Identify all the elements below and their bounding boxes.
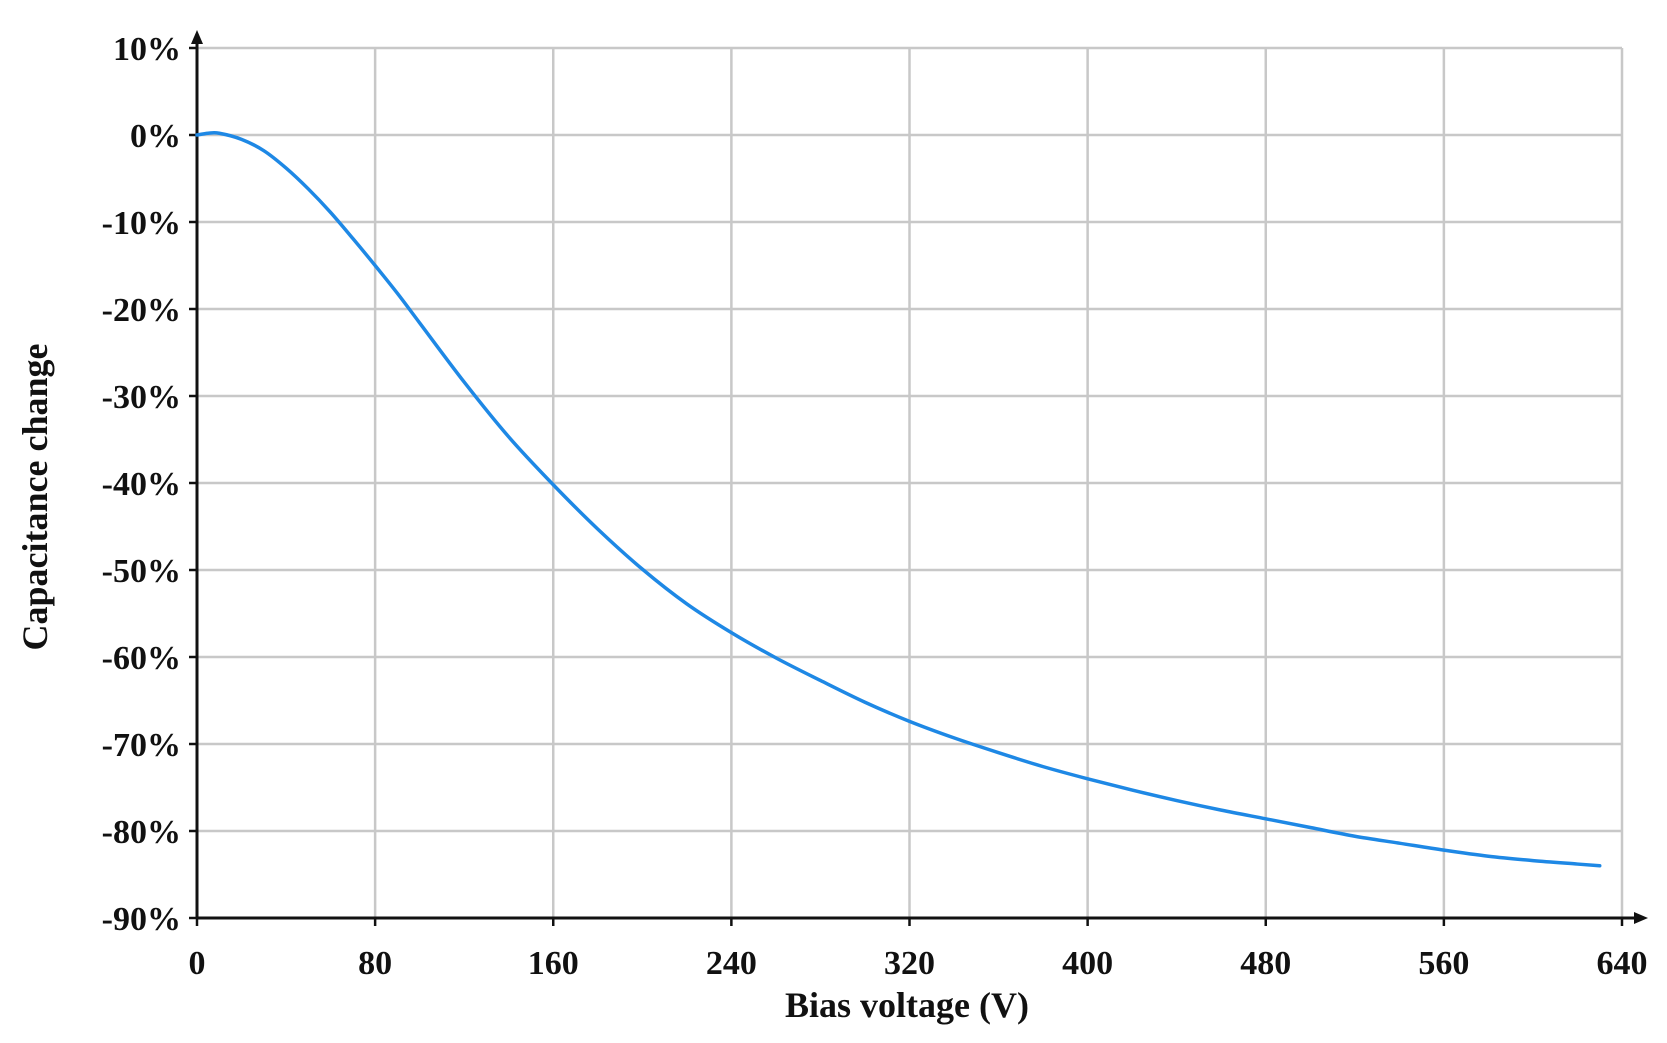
x-tick-label: 640 bbox=[1597, 945, 1648, 982]
x-tick-label: 80 bbox=[358, 945, 392, 982]
x-tick-label: 400 bbox=[1062, 945, 1113, 982]
x-tick-label: 0 bbox=[189, 945, 206, 982]
tick-labels: 0 80 160 240 320 400 480 560 640 10% 0% -10% -20% -30… bbox=[102, 31, 1648, 982]
x-tick-label: 320 bbox=[884, 945, 935, 982]
x-tick-label: 160 bbox=[528, 945, 579, 982]
x-axis-title: Bias voltage (V) bbox=[785, 985, 1029, 1025]
x-tick-label: 560 bbox=[1418, 945, 1469, 982]
x-tick-label: 240 bbox=[706, 945, 757, 982]
y-tick-label: -40% bbox=[102, 466, 181, 503]
series-line bbox=[195, 130, 1602, 868]
y-tick-label: -60% bbox=[102, 640, 181, 677]
y-tick-label: -80% bbox=[102, 814, 181, 851]
grid bbox=[197, 46, 1624, 918]
series-layer bbox=[195, 130, 1602, 868]
y-axis-title: Capacitance change bbox=[15, 343, 55, 650]
y-tick-label: 0% bbox=[130, 118, 181, 155]
axes bbox=[189, 30, 1648, 926]
y-axis-arrow bbox=[191, 30, 203, 44]
y-tick-label: -30% bbox=[102, 379, 181, 416]
x-tick-label: 480 bbox=[1240, 945, 1291, 982]
y-tick-label: -70% bbox=[102, 727, 181, 764]
y-tick-label: -90% bbox=[102, 901, 181, 938]
x-axis-arrow bbox=[1634, 912, 1648, 924]
y-tick-label: 10% bbox=[113, 31, 181, 68]
y-tick-label: -50% bbox=[102, 553, 181, 590]
y-tick-label: -20% bbox=[102, 292, 181, 329]
y-tick-label: -10% bbox=[102, 205, 181, 242]
